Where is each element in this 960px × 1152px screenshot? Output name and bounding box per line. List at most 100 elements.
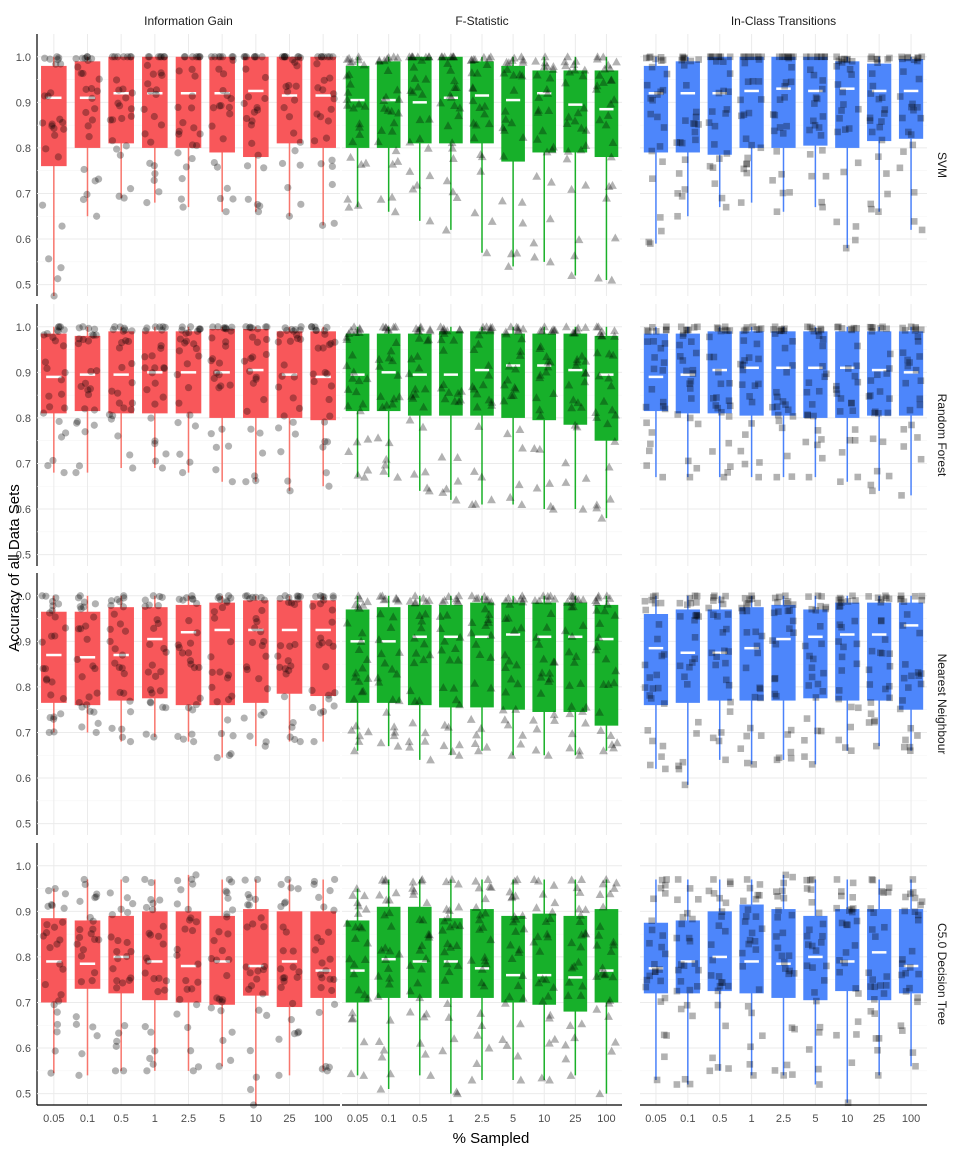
data-point: [848, 908, 856, 916]
data-point: [144, 80, 152, 88]
data-point: [213, 163, 222, 171]
data-point: [59, 118, 67, 127]
data-point: [61, 404, 69, 412]
box: [898, 909, 924, 994]
data-point: [41, 980, 49, 989]
data-point: [512, 248, 522, 257]
data-point: [805, 1046, 813, 1053]
data-point: [360, 472, 369, 481]
data-point: [737, 199, 745, 206]
data-point: [278, 53, 286, 61]
data-point: [658, 227, 665, 235]
data-point: [571, 594, 581, 603]
x-axis-title: % Sampled: [453, 1130, 530, 1147]
data-point: [376, 1084, 386, 1093]
data-point: [839, 88, 846, 96]
data-point: [561, 78, 570, 87]
data-point: [78, 673, 86, 681]
data-point: [604, 373, 614, 382]
data-point: [194, 978, 202, 986]
data-point: [253, 200, 262, 209]
data-point: [880, 889, 887, 896]
data-point: [809, 964, 816, 971]
data-point: [867, 90, 875, 97]
data-point: [518, 443, 527, 452]
data-point: [420, 609, 430, 618]
data-point: [212, 956, 221, 964]
data-point: [914, 434, 921, 441]
data-point: [706, 1067, 714, 1075]
data-point: [567, 938, 577, 947]
data-point: [513, 1051, 523, 1060]
data-point: [898, 595, 905, 603]
data-point: [567, 701, 576, 710]
data-point: [254, 208, 263, 216]
data-point: [110, 610, 118, 618]
data-point: [809, 655, 817, 663]
panel: [37, 304, 340, 566]
data-point: [48, 597, 57, 606]
data-point: [914, 104, 921, 111]
data-point: [323, 1067, 331, 1075]
data-point: [869, 82, 877, 90]
data-point: [348, 1013, 358, 1022]
data-point: [499, 396, 509, 405]
data-point: [284, 477, 292, 485]
data-point: [770, 609, 778, 617]
data-point: [758, 53, 766, 61]
data-point: [420, 736, 430, 745]
data-point: [757, 96, 765, 103]
data-point: [713, 324, 721, 331]
data-point: [513, 325, 523, 334]
data-point: [60, 326, 68, 334]
data-point: [42, 676, 51, 684]
data-point: [775, 608, 782, 615]
data-point: [581, 180, 591, 189]
data-point: [87, 367, 95, 376]
box: [707, 331, 732, 414]
x-tick-label: 100: [902, 1113, 920, 1125]
data-point: [393, 472, 402, 481]
data-point: [449, 52, 459, 61]
data-point: [898, 971, 905, 979]
data-point: [442, 176, 452, 185]
data-point: [877, 324, 884, 332]
data-point: [246, 323, 254, 331]
data-point: [377, 1052, 387, 1061]
data-point: [908, 103, 915, 111]
data-point: [601, 120, 611, 129]
data-point: [75, 462, 84, 470]
y-tick-label: 0.7: [16, 458, 31, 470]
data-point: [821, 373, 829, 381]
data-point: [709, 1054, 716, 1062]
data-point: [207, 430, 215, 438]
data-point: [73, 417, 82, 426]
data-point: [247, 425, 255, 433]
data-point: [450, 101, 459, 110]
data-point: [688, 395, 695, 402]
data-point: [868, 53, 875, 61]
data-point: [779, 130, 787, 137]
data-point: [909, 889, 917, 896]
data-point: [750, 761, 758, 768]
data-point: [846, 436, 854, 444]
panel: [342, 304, 622, 566]
x-tick-label: 100: [314, 1113, 332, 1125]
data-point: [567, 597, 577, 606]
data-point: [676, 353, 684, 360]
data-point: [581, 125, 591, 134]
data-point: [877, 617, 885, 624]
data-point: [39, 409, 48, 417]
data-point: [774, 913, 781, 921]
data-point: [408, 393, 418, 402]
data-point: [532, 393, 541, 402]
y-tick-label: 0.6: [16, 234, 31, 246]
data-point: [472, 730, 481, 739]
data-point: [363, 674, 373, 682]
data-point: [405, 137, 415, 146]
data-point: [709, 108, 716, 115]
data-point: [175, 130, 183, 138]
data-point: [538, 126, 548, 135]
data-point: [534, 596, 544, 605]
data-point: [516, 346, 525, 355]
